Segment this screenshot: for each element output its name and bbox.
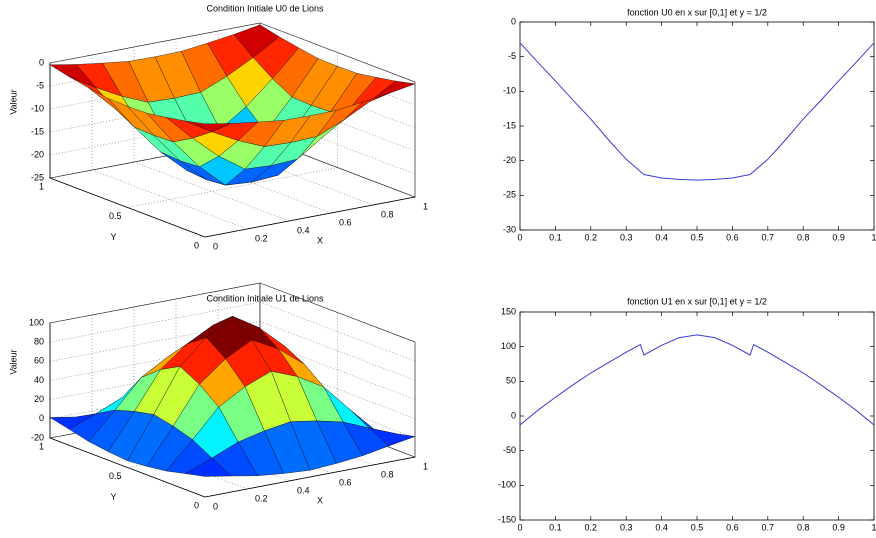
axis-line — [204, 196, 416, 238]
z-tick-label: 0 — [39, 413, 44, 423]
chart-title: Condition Initiale U1 de Lions — [206, 293, 324, 303]
z-tick-label: 40 — [34, 375, 44, 385]
axis-line — [49, 177, 206, 238]
x-tick-label: 0.2 — [255, 233, 268, 243]
y-tick-label: 0 — [194, 500, 199, 510]
x-tick-label: 0.2 — [585, 232, 598, 242]
y-tick-label: 1 — [39, 181, 44, 191]
plot-area — [519, 311, 875, 521]
x-tick-label: 0.8 — [381, 469, 394, 479]
y-tick-label: 50 — [506, 376, 516, 386]
y-tick-label: -15 — [503, 120, 516, 130]
line-series — [519, 42, 875, 181]
y-tick-label: 0.5 — [109, 211, 122, 221]
x-tick-label: 0 — [213, 501, 218, 511]
x-tick-label: 0.8 — [797, 232, 810, 242]
chart-title: fonction U0 en x sur [0,1] et y = 1/2 — [627, 7, 767, 17]
x-tick-label: 0.8 — [797, 522, 810, 532]
z-tick-label: 80 — [34, 337, 44, 347]
x-tick-label: 0.1 — [549, 232, 562, 242]
chart-title: fonction U1 en x sur [0,1] et y = 1/2 — [627, 296, 767, 306]
x-tick-label: 0 — [517, 522, 522, 532]
z-tick-label: -25 — [31, 172, 44, 182]
x-tick-label: 0.2 — [255, 493, 268, 503]
x-tick-label: 1 — [871, 522, 876, 532]
x-tick-label: 0.4 — [655, 232, 668, 242]
x-tick-label: 0.6 — [339, 217, 352, 227]
x-tick-label: 0.4 — [297, 225, 310, 235]
z-axis-label: Valeur — [8, 349, 18, 374]
plot-area — [519, 21, 875, 231]
z-tick-label: 60 — [34, 356, 44, 366]
chart-title: Condition Initiale U0 de Lions — [206, 3, 324, 13]
y-tick-label: -25 — [503, 190, 516, 200]
x-tick-label: 0.3 — [620, 522, 633, 532]
grid-line — [259, 282, 416, 343]
y-tick-label: 0.5 — [109, 471, 122, 481]
z-tick-label: -20 — [31, 149, 44, 159]
axis-line — [204, 456, 416, 498]
grid-line — [259, 321, 416, 381]
x-tick-label: 0.4 — [655, 522, 668, 532]
z-tick-label: -20 — [31, 432, 44, 442]
z-tick-label: -15 — [31, 126, 44, 136]
x-tick-label: 0.4 — [297, 485, 310, 495]
y-tick-label: -5 — [508, 51, 516, 61]
z-tick-label: 0 — [39, 57, 44, 67]
x-tick-label: 0.8 — [381, 209, 394, 219]
y-tick-label: 150 — [501, 306, 516, 316]
x-axis-label: X — [317, 235, 323, 245]
y-tick-label: -50 — [503, 445, 516, 455]
z-tick-label: -5 — [36, 80, 44, 90]
x-tick-label: 0.3 — [620, 232, 633, 242]
y-tick-label: 0 — [511, 410, 516, 420]
x-axis-label: X — [317, 495, 323, 505]
axis-line — [49, 437, 206, 498]
grid-line — [259, 22, 416, 83]
y-tick-label: -150 — [498, 514, 516, 524]
x-tick-label: 1 — [423, 201, 428, 211]
x-tick-label: 0.9 — [832, 232, 845, 242]
x-tick-label: 0.9 — [832, 522, 845, 532]
x-tick-label: 0.5 — [691, 232, 704, 242]
x-tick-label: 0.2 — [585, 522, 598, 532]
y-tick-label: -20 — [503, 155, 516, 165]
y-tick-label: 100 — [501, 341, 516, 351]
x-tick-label: 0.5 — [691, 522, 704, 532]
z-tick-label: 100 — [29, 317, 44, 327]
y-tick-label: -100 — [498, 480, 516, 490]
x-tick-label: 1 — [871, 232, 876, 242]
x-tick-label: 1 — [423, 461, 428, 471]
grid-line — [91, 169, 248, 230]
line-series — [519, 334, 875, 426]
z-tick-label: 20 — [34, 394, 44, 404]
y-tick-label: -10 — [503, 86, 516, 96]
y-tick-label: 0 — [194, 240, 199, 250]
y-axis-label: Y — [110, 232, 116, 242]
x-tick-label: 0.7 — [762, 522, 775, 532]
grid-line — [133, 161, 290, 222]
y-tick-label: -30 — [503, 224, 516, 234]
z-axis-label: Valeur — [8, 89, 18, 114]
x-tick-label: 0.7 — [762, 232, 775, 242]
y-tick-label: 1 — [39, 441, 44, 451]
x-tick-label: 0.6 — [726, 522, 739, 532]
x-tick-label: 0.1 — [549, 522, 562, 532]
surface-cell — [185, 457, 232, 477]
surface-cell — [185, 120, 232, 132]
grid-line — [259, 301, 416, 362]
x-tick-label: 0 — [517, 232, 522, 242]
x-tick-label: 0.6 — [339, 477, 352, 487]
y-tick-label: 0 — [511, 16, 516, 26]
y-axis-label: Y — [110, 492, 116, 502]
z-tick-label: -10 — [31, 103, 44, 113]
x-tick-label: 0 — [213, 241, 218, 251]
x-tick-label: 0.6 — [726, 232, 739, 242]
